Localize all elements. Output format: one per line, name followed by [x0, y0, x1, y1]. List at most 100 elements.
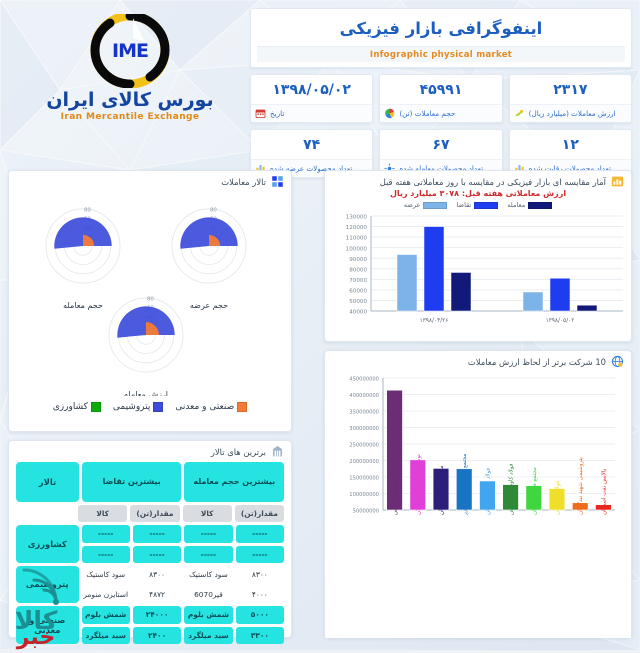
x-axis-tick: ملی صنایع مس ایران	[439, 465, 445, 515]
kpi-value: ۲۳۱۷	[553, 82, 588, 99]
legend-item: عرضه	[404, 201, 448, 209]
table-row: ۵۰۰۰ شمش بلوم ۲۴۰۰۰ شمش بلوم ۳۳۰۰ سبد میلگرد ۲…	[16, 606, 284, 644]
y-axis-tick: 90000	[349, 257, 367, 263]
table-line: ۵۰۰۰ شمش بلوم ۲۴۰۰۰ شمش بلوم	[81, 606, 284, 624]
y-axis-tick: 250000000	[349, 443, 379, 449]
panel-title: تالار معاملات	[221, 176, 266, 187]
svg-text:IME: IME	[112, 40, 148, 62]
money-icon	[515, 110, 523, 117]
bar	[396, 254, 418, 312]
table-cell: ۵۰۰۰	[235, 606, 284, 624]
y-axis-tick: 300000000	[349, 426, 379, 432]
table-cell: استایرن منومر	[81, 586, 130, 604]
table-cell: -----	[235, 545, 284, 563]
polar-chart-title: حجم عرضه	[190, 301, 228, 310]
y-axis-tick: 130000	[346, 215, 368, 221]
table-hall-header: تالار	[15, 462, 79, 502]
table-cell: -----	[81, 525, 130, 543]
x-axis-tick: ۱۳۹۸/۰۵/۰۲	[546, 318, 575, 324]
table-group-header: بیشترین حجم معامله	[184, 462, 284, 502]
kpi-label: تعداد محصولات معامله شده	[399, 164, 484, 174]
table-hall-cell: کشاورزی	[16, 525, 79, 563]
table-cell: -----	[81, 545, 130, 563]
polar-ring-tick: 80	[210, 207, 217, 213]
x-axis-tick: پتروشیمی شهید تندگویان	[576, 457, 584, 515]
panel-comparison-chart: آمار مقایسه ای بازار فیزیکی در مقایسه با…	[324, 170, 632, 342]
table-cell: ۴۰۰۰	[235, 586, 284, 604]
table-cell: سبد میلگرد	[184, 626, 233, 644]
table-row: ----- ----- ----- ----- ----- ----- ----- -----…	[16, 525, 284, 563]
table-header-row: بیشترین حجم معامله بیشترین تقاضا تالار	[15, 462, 284, 502]
bar	[423, 226, 445, 312]
table-spacer	[16, 505, 75, 522]
kpi-value: ۷۴	[303, 137, 321, 154]
bar	[456, 468, 473, 511]
polar-wedge	[54, 217, 112, 249]
calendar-icon	[255, 110, 266, 119]
table-line: ۳۳۰۰ سبد میلگرد ۲۴۰۰ سبد میلگرد	[81, 626, 284, 644]
bar	[548, 488, 566, 511]
table-cell: سبد میلگرد	[81, 626, 130, 644]
table-line: ۸۳۰۰ سود کاستیک ۸۳۰۰ سود کاستیک	[81, 565, 284, 583]
table-cell: ۸۳۰۰	[235, 565, 284, 583]
table-subheader-row: مقدار(تن) کالا مقدار(تن) کالا	[16, 505, 284, 523]
polar-ring-tick: 80	[84, 207, 91, 213]
x-axis-tick: فولاد کاوه جنوب کیش	[508, 463, 515, 515]
table-column-header: مقدار(تن)	[234, 505, 284, 523]
kpi-card-trade-volume: ۴۵۹۹۱ حجم معاملات (تن)	[379, 74, 503, 124]
table-row: ۸۳۰۰ سود کاستیک ۸۳۰۰ سود کاستیک ۴۰۰۰ قیر6070 ۴…	[16, 565, 284, 604]
legend-item: معامله	[507, 201, 553, 209]
legend-label: کشاورزی	[52, 402, 88, 412]
y-axis-tick: 70000	[349, 278, 367, 284]
x-axis-tick: فولاد مبارکه اصفهان	[484, 468, 491, 515]
table-cell: ۸۳۰۰	[132, 565, 182, 583]
bar	[572, 502, 589, 511]
bar	[525, 485, 542, 511]
y-axis-tick: 400000000	[349, 393, 379, 399]
polar-wedge	[209, 234, 221, 246]
legend-label: تقاضا	[456, 201, 472, 209]
table-cell: ۲۴۰۰	[132, 626, 182, 644]
x-axis-tick: مجتمع ذوب آهن فولاد خزر	[461, 454, 468, 516]
panel-top-companies-chart: 10 شرکت برتر از لحاظ ارزش معاملات 500000…	[324, 350, 632, 638]
legend-item: تقاضا	[456, 201, 499, 209]
bar	[409, 459, 426, 511]
table-cell: -----	[235, 525, 284, 543]
kpi-label: تعداد محصولات عرضه شده	[270, 164, 353, 174]
y-axis-tick: 110000	[346, 236, 368, 242]
table-cell: شمش بلوم	[81, 606, 130, 624]
polar-ring-tick: 80	[147, 296, 154, 302]
legend-item: صنعتی و معدنی	[175, 402, 248, 412]
table-hall-cell: صنعتی و معدنی	[16, 606, 79, 644]
y-axis-tick: 150000000	[349, 476, 379, 482]
legend-swatch	[237, 402, 248, 412]
table-column-header: کالا	[78, 505, 128, 523]
legend-label: پتروشیمی	[112, 402, 151, 412]
polar-ring	[108, 297, 184, 373]
kpi-value: ۱۲	[561, 137, 579, 154]
table-cell: ۲۴۰۰۰	[132, 606, 182, 624]
table-cell: -----	[184, 525, 233, 543]
kpi-label: ارزش معاملات (میلیارد ریال)	[528, 109, 616, 119]
y-axis-tick: 80000	[349, 267, 367, 273]
x-axis-tick: ۱۳۹۸/۰۴/۲۶	[420, 318, 449, 324]
table-cell: قیر6070	[184, 586, 233, 604]
polar-ring	[45, 208, 121, 284]
kpi-label: حجم معاملات (تن)	[399, 109, 456, 119]
polar-chart-title: ارزش معامله	[124, 390, 168, 396]
hall-polar-charts: 20406080حجم معامله20406080حجم عرضه204060…	[45, 207, 247, 399]
polar-ring	[171, 208, 247, 284]
y-axis-tick: 120000	[346, 225, 368, 231]
globe-icon	[611, 355, 624, 368]
polar-chart-title: حجم معامله	[63, 301, 103, 310]
bar	[502, 484, 519, 511]
y-axis-tick: 60000	[349, 288, 367, 294]
brand-name-en: Iran Mercantile Exchange	[60, 112, 200, 122]
table-cell: ۴۸۷۲	[132, 586, 182, 604]
y-axis-tick: 350000000	[349, 410, 379, 416]
table-cell: -----	[132, 525, 182, 543]
y-axis-tick: 50000000	[353, 509, 379, 515]
kpi-row-primary: ۲۳۱۷ ارزش معاملات (میلیارد ریال) ۴۵۹۹۱ ح…	[250, 74, 632, 124]
panel-title: 10 شرکت برتر از لحاظ ارزش معاملات	[467, 356, 606, 367]
y-axis-tick: 50000	[349, 299, 367, 305]
